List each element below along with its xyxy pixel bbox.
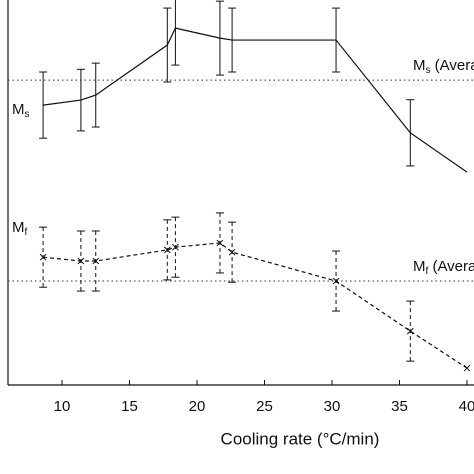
label-name: M <box>413 57 426 74</box>
x-tick-label: 10 <box>54 398 71 415</box>
x-tick-label: 40 <box>459 398 474 415</box>
marker <box>39 253 47 261</box>
marker <box>77 257 85 265</box>
error-bar <box>228 7 237 73</box>
x-tick-label: 20 <box>189 398 206 415</box>
error-bar <box>163 7 172 83</box>
label-sub: s <box>426 65 431 76</box>
error-bar <box>171 0 180 66</box>
marker <box>463 364 471 372</box>
x-tick-label: 25 <box>256 398 273 415</box>
error-bar <box>332 7 341 73</box>
marker <box>228 248 236 256</box>
marker <box>172 243 179 251</box>
average-label: Mf (Average) <box>413 258 474 277</box>
average-label: Ms (Average) <box>413 57 474 76</box>
series-line <box>43 27 468 173</box>
x-tick-label: 30 <box>324 398 341 415</box>
error-bar <box>39 71 48 139</box>
error-bar <box>406 99 415 167</box>
marker <box>406 327 414 335</box>
marker <box>92 257 100 265</box>
label-name: M <box>413 258 426 275</box>
marker <box>332 277 340 285</box>
error-bar <box>76 68 85 132</box>
label-rest: (Average) <box>428 258 474 275</box>
x-tick-label: 35 <box>391 398 408 415</box>
error-bar <box>91 62 100 128</box>
label-name: M <box>12 219 25 236</box>
x-tick-label: 15 <box>121 398 138 415</box>
label-sub: f <box>426 266 429 277</box>
series-label: Mf <box>12 219 28 238</box>
series-line <box>43 242 468 369</box>
marker <box>163 246 171 254</box>
label-name: M <box>12 101 25 118</box>
label-sub: f <box>25 227 28 238</box>
x-axis-label: Cooling rate (°C/min) <box>221 429 380 448</box>
label-sub: s <box>25 109 30 120</box>
error-bar <box>215 0 224 76</box>
series-label: Ms <box>12 101 30 120</box>
marker <box>216 239 224 247</box>
label-rest: (Average) <box>431 57 474 74</box>
